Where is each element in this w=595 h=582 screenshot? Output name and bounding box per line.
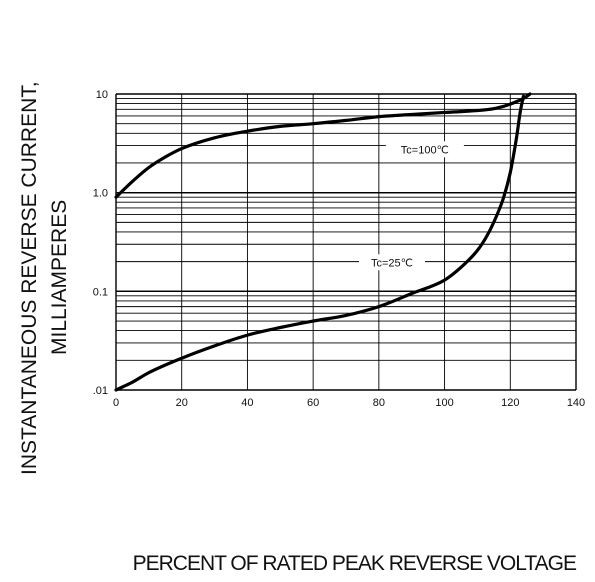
tc-25-label: Tc=25℃	[371, 257, 413, 269]
y-tick-label: 10	[96, 89, 108, 101]
x-axis-label: PERCENT OF RATED PEAK REVERSE VOLTAGE	[133, 552, 577, 575]
tc-100-label-box	[385, 141, 464, 158]
chart-annotations: Tc=100℃ Tc=25℃	[359, 141, 464, 271]
x-tick-label: 60	[307, 397, 319, 409]
y-axis-label-line2: MILLIAMPERES	[48, 200, 71, 355]
curve-tc-100	[114, 92, 532, 199]
x-tick-label: 40	[241, 397, 253, 409]
chart-tick-labels: 0 20 40 60 80 100 120 140 .01 0.1 1.0 10	[93, 89, 585, 409]
y-axis-label-line1: INSTANTANEOUS REVERSE CURRENT,	[18, 81, 41, 475]
x-tick-label: 20	[176, 397, 188, 409]
x-tick-label: 0	[113, 397, 119, 409]
tc-100-label: Tc=100℃	[401, 144, 449, 156]
chart-curves	[114, 92, 532, 392]
x-tick-label: 140	[567, 397, 585, 409]
y-tick-label: .01	[93, 385, 108, 397]
x-tick-label: 120	[501, 397, 519, 409]
x-tick-label: 80	[373, 397, 385, 409]
chart-grid	[115, 93, 577, 391]
y-tick-label: 1.0	[93, 188, 108, 200]
tc-25-label-box	[359, 254, 425, 271]
x-tick-label: 100	[435, 397, 453, 409]
y-tick-label: 0.1	[93, 286, 108, 298]
curve-tc-25	[114, 94, 526, 392]
